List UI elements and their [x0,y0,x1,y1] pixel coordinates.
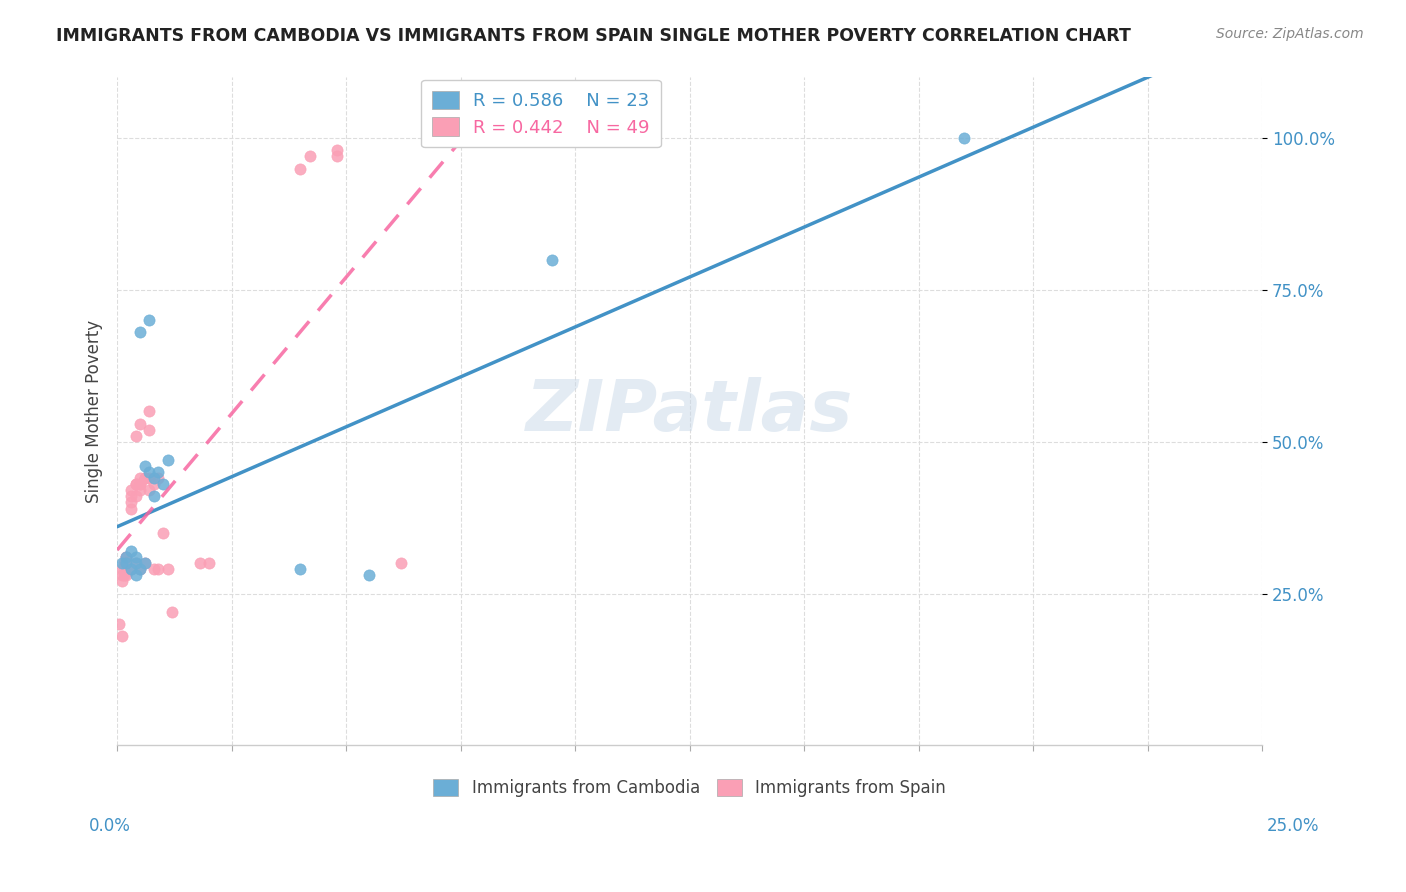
Point [138,313,160,327]
Point [115,550,138,565]
Point [290,161,312,176]
Point [124,489,146,503]
Point [115,568,138,582]
Point [129,326,152,340]
Point [138,471,160,485]
Point [152,477,174,491]
Point [124,428,146,442]
Point [111,556,134,570]
Point [953,131,976,145]
Point [142,471,165,485]
Text: IMMIGRANTS FROM CAMBODIA VS IMMIGRANTS FROM SPAIN SINGLE MOTHER POVERTY CORRELAT: IMMIGRANTS FROM CAMBODIA VS IMMIGRANTS F… [56,27,1130,45]
Point [124,550,146,565]
Point [188,556,211,570]
Point [156,562,179,576]
Point [111,574,134,589]
Point [389,556,412,570]
Point [120,562,142,576]
Point [112,568,135,582]
Point [134,471,156,485]
Point [298,149,321,163]
Y-axis label: Single Mother Poverty: Single Mother Poverty [86,320,103,503]
Point [326,143,349,157]
Point [129,417,152,431]
Point [134,556,156,570]
Point [142,562,165,576]
Point [134,556,156,570]
Point [111,629,134,643]
Point [111,562,134,576]
Point [129,477,152,491]
Text: 25.0%: 25.0% [1267,817,1319,835]
Point [134,471,156,485]
Point [115,550,138,565]
Text: ZIPatlas: ZIPatlas [526,376,853,446]
Point [108,616,131,631]
Point [138,483,160,498]
Point [124,556,146,570]
Point [290,562,312,576]
Point [124,568,146,582]
Point [156,453,179,467]
Legend: Immigrants from Cambodia, Immigrants from Spain: Immigrants from Cambodia, Immigrants fro… [427,772,952,804]
Point [124,477,146,491]
Point [120,544,142,558]
Point [197,556,219,570]
Point [129,483,152,498]
Point [138,465,160,479]
Point [129,562,152,576]
Point [134,458,156,473]
Point [148,471,170,485]
Point [129,477,152,491]
Point [160,605,183,619]
Point [120,501,142,516]
Point [357,568,380,582]
Point [148,562,170,576]
Point [138,404,160,418]
Point [148,465,170,479]
Point [111,568,134,582]
Point [120,495,142,509]
Point [124,477,146,491]
Text: 0.0%: 0.0% [89,817,131,835]
Point [152,525,174,540]
Point [129,471,152,485]
Point [142,477,165,491]
Point [115,550,138,565]
Point [120,483,142,498]
Point [112,562,135,576]
Point [142,489,165,503]
Point [112,556,135,570]
Point [326,149,349,163]
Point [120,562,142,576]
Point [115,556,138,570]
Text: Source: ZipAtlas.com: Source: ZipAtlas.com [1216,27,1364,41]
Point [115,556,138,570]
Point [124,556,146,570]
Point [129,562,152,576]
Point [120,489,142,503]
Point [138,423,160,437]
Point [541,252,564,267]
